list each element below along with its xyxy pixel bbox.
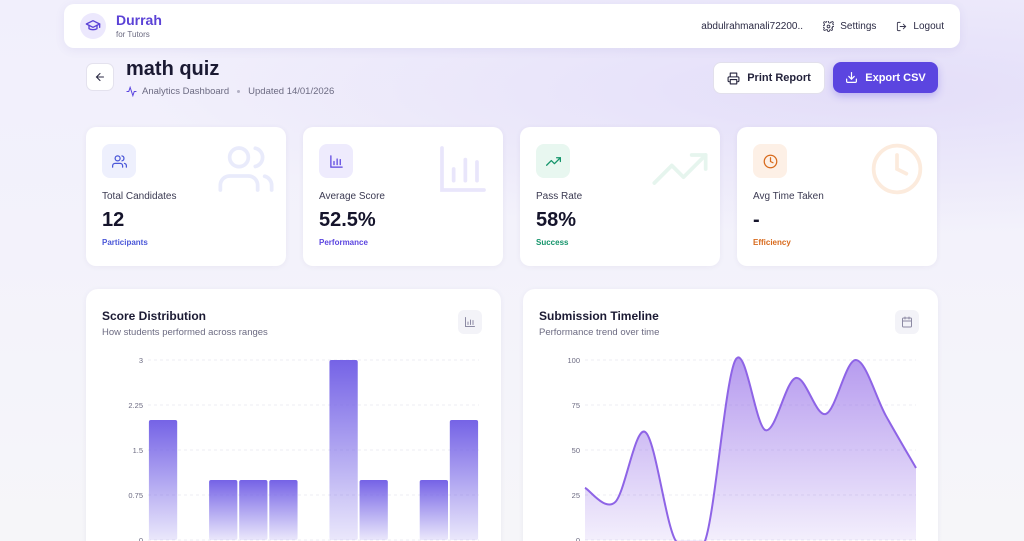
y-tick-label: 1.5 <box>133 446 143 455</box>
bar[interactable] <box>419 480 449 540</box>
stat-sublabel: Success <box>536 238 569 247</box>
clock-icon <box>753 144 787 178</box>
score-distribution-chart: 0 0.75 1.5 2.25 3 <box>128 356 479 541</box>
activity-icon <box>126 86 137 97</box>
y-tick-label: 75 <box>572 401 580 410</box>
clock-icon <box>869 141 925 202</box>
dashboard-label: Analytics Dashboard <box>142 86 230 97</box>
bar[interactable] <box>359 480 388 540</box>
brand[interactable]: Durrah for Tutors <box>116 13 162 39</box>
series-line[interactable] <box>584 356 917 541</box>
y-tick-label: 50 <box>572 446 580 455</box>
bar[interactable] <box>209 480 238 540</box>
bar[interactable] <box>449 420 479 540</box>
submission-timeline-chart: 0 25 50 75 100 <box>567 356 917 541</box>
users-icon <box>218 141 274 202</box>
stat-value: 58% <box>536 209 577 231</box>
print-report-label: Print Report <box>747 72 811 84</box>
brand-subtitle: for Tutors <box>116 30 150 39</box>
users-icon <box>102 144 136 178</box>
stat-card-total-candidates: Total Candidates 12 Participants <box>86 127 286 266</box>
bar[interactable] <box>239 480 268 540</box>
user-email[interactable]: abdulrahmanali72200... <box>701 20 804 32</box>
stat-label: Average Score <box>319 191 385 202</box>
stat-label: Pass Rate <box>536 191 583 202</box>
score-distribution-card: Score Distribution How students performe… <box>86 289 501 541</box>
graduation-cap-icon[interactable] <box>80 13 106 39</box>
export-csv-button[interactable]: Export CSV <box>833 62 938 93</box>
stat-card-pass-rate: Pass Rate 58% Success <box>520 127 720 266</box>
chart-subtitle: Performance trend over time <box>539 327 660 338</box>
bar-chart-icon <box>435 141 491 202</box>
bar[interactable] <box>148 420 178 540</box>
printer-icon <box>727 72 740 84</box>
export-csv-label: Export CSV <box>865 71 926 84</box>
gear-icon <box>823 20 835 32</box>
y-tick-label: 0 <box>576 536 580 541</box>
chart-subtitle: How students performed across ranges <box>102 327 268 338</box>
calendar-icon <box>902 316 912 328</box>
trending-up-icon <box>536 144 570 178</box>
stat-card-average-score: Average Score 52.5% Performance <box>303 127 503 266</box>
stat-label: Total Candidates <box>102 191 177 202</box>
bar[interactable] <box>269 480 298 540</box>
y-tick-label: 100 <box>567 356 580 365</box>
logout-label: Logout <box>913 20 944 32</box>
calendar-button[interactable] <box>895 310 919 334</box>
trending-up-icon <box>652 141 708 202</box>
bar-chart-icon <box>319 144 353 178</box>
logout-icon <box>897 21 907 31</box>
stat-sublabel: Performance <box>319 238 368 247</box>
stat-value: - <box>753 209 760 231</box>
page-title: math quiz <box>126 58 220 80</box>
back-button[interactable] <box>86 63 114 91</box>
y-tick-label: 0.75 <box>128 491 143 500</box>
stat-label: Avg Time Taken <box>753 191 824 202</box>
bar-chart-icon <box>465 317 475 327</box>
chart-type-button[interactable] <box>458 310 482 334</box>
stat-value: 52.5% <box>319 209 376 231</box>
settings-link[interactable]: Settings <box>823 20 877 32</box>
bar[interactable] <box>329 360 358 540</box>
page-meta: Analytics Dashboard Updated 14/01/2026 <box>126 86 334 97</box>
submission-timeline-card: Submission Timeline Performance trend ov… <box>523 289 938 541</box>
top-navbar: Durrah for Tutors abdulrahmanali72200...… <box>64 4 960 48</box>
settings-label: Settings <box>840 20 877 32</box>
y-tick-label: 0 <box>139 536 143 541</box>
chart-title: Submission Timeline <box>539 309 659 323</box>
arrow-left-icon <box>95 72 105 82</box>
stat-sublabel: Efficiency <box>753 238 791 247</box>
logout-link[interactable]: Logout <box>896 21 944 32</box>
stat-value: 12 <box>102 209 125 231</box>
download-icon <box>846 72 858 83</box>
y-tick-label: 3 <box>139 356 143 365</box>
brand-name: Durrah <box>116 12 162 28</box>
y-tick-label: 25 <box>572 491 580 500</box>
print-report-button[interactable]: Print Report <box>713 62 825 94</box>
stat-sublabel: Participants <box>102 238 148 247</box>
chart-title: Score Distribution <box>102 309 207 323</box>
separator-dot <box>237 90 241 93</box>
updated-date: Updated 14/01/2026 <box>248 86 335 97</box>
series-area <box>585 357 916 541</box>
y-tick-label: 2.25 <box>128 401 143 410</box>
stat-card-avg-time: Avg Time Taken - Efficiency <box>737 127 937 266</box>
